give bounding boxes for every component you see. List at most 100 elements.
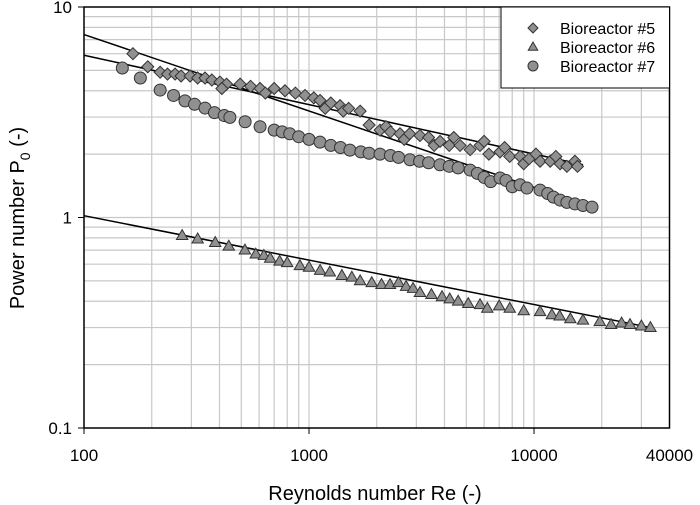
circle-point xyxy=(520,181,534,195)
triangle-point xyxy=(545,307,559,320)
diamond-point xyxy=(421,130,436,145)
y-tick-label: 10 xyxy=(53,0,72,17)
grid xyxy=(84,7,670,428)
y-axis-title-suffix: (-) xyxy=(7,127,29,153)
triangle-point xyxy=(345,270,359,282)
diamond-point xyxy=(267,81,281,96)
triangle-point xyxy=(533,304,547,317)
diamond-point xyxy=(233,77,247,91)
y-axis-title-sub: 0 xyxy=(17,152,33,160)
circle-point xyxy=(451,161,465,175)
legend: Bioreactor #5 Bioreactor #6 Bioreactor #… xyxy=(500,6,670,89)
diamond-point xyxy=(362,118,376,132)
triangle-point xyxy=(615,316,629,328)
triangle-point xyxy=(238,243,252,255)
triangle-point xyxy=(503,301,517,313)
triangle-point xyxy=(604,317,618,329)
triangle-point xyxy=(553,309,567,321)
triangle-point xyxy=(175,228,189,241)
circle-point xyxy=(133,71,147,85)
triangle-point xyxy=(443,292,457,304)
diamond-point xyxy=(278,84,292,98)
x-tick-label: 40000 xyxy=(646,446,693,465)
circle-point xyxy=(392,150,406,164)
diamond-point xyxy=(288,86,303,100)
diamond-point xyxy=(243,79,258,94)
diamond-point xyxy=(453,138,467,153)
diamond-point xyxy=(258,86,273,100)
diamond-point xyxy=(174,69,188,83)
legend-box xyxy=(500,6,670,89)
triangle-point xyxy=(365,275,379,288)
diamond-point xyxy=(447,130,461,145)
diamond-point xyxy=(313,93,327,108)
data-points xyxy=(115,46,657,332)
triangle-point xyxy=(374,277,389,289)
triangle-point xyxy=(257,248,271,260)
axis-ticks: 100 1000 10000 40000 0.1 1 10 xyxy=(48,0,693,465)
circle-point xyxy=(223,110,237,124)
triangle-point xyxy=(399,279,413,291)
diamond-point xyxy=(482,147,496,161)
circle-point xyxy=(167,88,181,102)
diamond-point xyxy=(533,154,547,168)
triangle-point xyxy=(413,285,427,297)
x-tick-label: 1000 xyxy=(290,446,328,465)
triangle-point xyxy=(280,255,294,268)
circle-point xyxy=(153,83,167,97)
diamond-point xyxy=(413,128,427,143)
triangle-point xyxy=(563,311,577,324)
circle-point xyxy=(238,115,252,129)
legend-label-bioreactor-5: Bioreactor #5 xyxy=(560,21,655,38)
triangle-point xyxy=(263,251,277,263)
circle-point xyxy=(313,135,327,149)
triangle-point xyxy=(435,289,449,302)
triangle-point xyxy=(249,247,263,259)
circle-point xyxy=(585,200,599,214)
diamond-point xyxy=(353,104,367,118)
triangle-point xyxy=(208,235,222,247)
triangle-point xyxy=(323,265,337,277)
x-tick-label: 10000 xyxy=(510,446,557,465)
triangle-point xyxy=(461,296,475,308)
y-tick-label: 1 xyxy=(63,209,72,228)
triangle-point xyxy=(191,232,205,244)
triangle-point xyxy=(313,263,327,275)
triangle-point xyxy=(353,273,367,286)
y-axis-title-main: Power number P xyxy=(7,160,29,309)
circle-point xyxy=(253,120,267,134)
legend-label-bioreactor-7: Bioreactor #7 xyxy=(560,59,655,76)
diamond-point xyxy=(497,140,512,155)
triangle-point xyxy=(335,268,349,280)
diamond-point xyxy=(341,101,356,116)
triangle-point xyxy=(623,317,637,329)
diamond-point xyxy=(126,46,140,61)
diamond-point xyxy=(433,134,447,149)
circle-point xyxy=(422,156,436,170)
diamond-point xyxy=(570,159,585,174)
triangle-point xyxy=(451,294,465,306)
circle-point xyxy=(115,61,129,75)
y-axis-title: Power number P0 (-) xyxy=(7,127,33,309)
diamond-point xyxy=(141,60,155,74)
triangle-point xyxy=(576,313,590,325)
diamond-point xyxy=(463,142,477,157)
triangle-point xyxy=(391,275,406,288)
diamond-point xyxy=(215,81,229,96)
triangle-point xyxy=(492,298,506,311)
diamond-point xyxy=(402,127,417,141)
circle-point xyxy=(343,143,357,157)
diamond-point xyxy=(477,134,491,149)
triangle-point xyxy=(643,320,657,332)
triangle-point xyxy=(273,254,287,266)
triangle-point xyxy=(302,260,316,272)
triangle-point xyxy=(406,281,420,293)
triangle-point xyxy=(593,314,607,327)
diamond-point xyxy=(560,159,574,174)
triangle-point xyxy=(473,297,487,310)
triangle-point xyxy=(480,301,494,313)
legend-circle-icon xyxy=(527,60,539,72)
x-axis-title: Reynolds number Re (-) xyxy=(268,483,481,505)
circle-point xyxy=(362,146,376,160)
